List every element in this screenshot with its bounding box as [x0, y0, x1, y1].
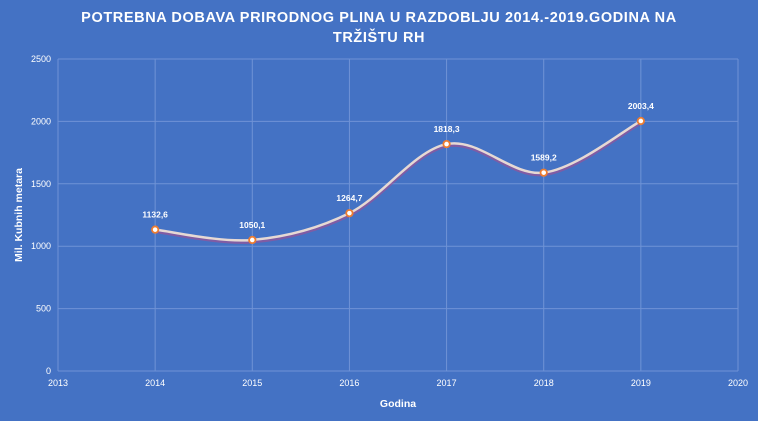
data-point [539, 168, 548, 177]
y-tick-label: 500 [36, 304, 51, 314]
data-point [636, 116, 645, 126]
data-point [248, 235, 257, 245]
data-label: 2003,4 [628, 101, 654, 111]
y-tick-label: 2000 [31, 116, 51, 126]
x-tick-label: 2016 [339, 378, 359, 388]
chart-title-line-1: POTREBNA DOBAVA PRIRODNOG PLINA U RAZDOB… [81, 10, 677, 26]
x-tick-label: 2013 [48, 378, 68, 388]
tick-labels: 0 500 1000 1500 2000 2500 2013 2014 2015 2016 2017… [31, 54, 748, 388]
x-tick-label: 2015 [242, 378, 262, 388]
data-label: 1589,2 [531, 153, 557, 163]
y-tick-label: 1000 [31, 241, 51, 251]
y-tick-label: 1500 [31, 179, 51, 189]
x-tick-label: 2014 [145, 378, 165, 388]
data-labels: 1132,6 1050,1 1264,7 1818,3 1589,2 2003,4 [142, 101, 654, 230]
chart-title-line-2: TRŽIŠTU RH [333, 28, 425, 46]
x-tick-label: 2018 [534, 378, 554, 388]
y-tick-label: 2500 [31, 54, 51, 64]
data-label: 1264,7 [336, 193, 362, 203]
x-axis-label: Godina [380, 398, 416, 410]
data-label: 1818,3 [434, 124, 460, 134]
y-axis-label: Mil. Kubnih metara [13, 168, 25, 262]
data-point [442, 139, 451, 149]
x-tick-label: 2020 [728, 378, 748, 388]
data-label: 1050,1 [239, 220, 265, 230]
series-line-group [154, 119, 642, 244]
data-point [345, 209, 354, 218]
data-label: 1132,6 [142, 210, 168, 220]
series-line-shadow [154, 120, 642, 244]
y-tick-label: 0 [46, 366, 51, 376]
x-tick-label: 2017 [437, 378, 457, 388]
x-tick-label: 2019 [631, 378, 651, 388]
data-markers [151, 116, 645, 245]
data-point [151, 225, 160, 234]
series-line [155, 119, 642, 242]
grid-lines [57, 58, 739, 372]
